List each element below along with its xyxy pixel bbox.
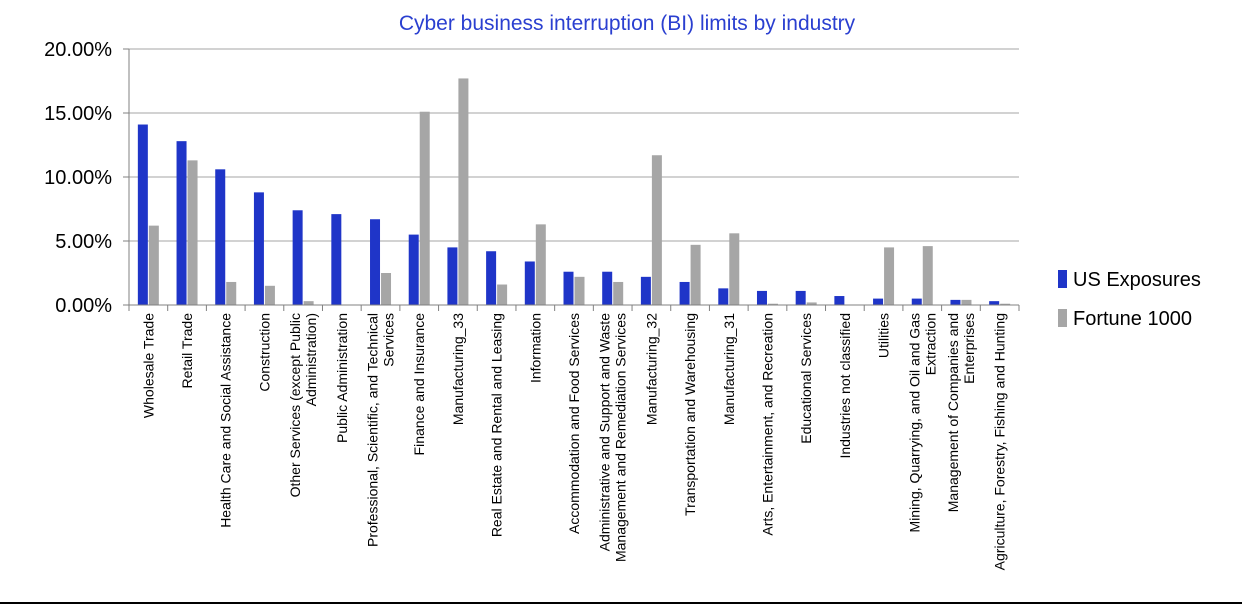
y-tick-label: 0.00% — [55, 295, 112, 317]
x-category-label: Manufacturing_33 — [450, 313, 466, 425]
x-category-label: Manufacturing_31 — [721, 313, 737, 425]
y-tick-label: 20.00% — [44, 39, 112, 61]
bar-fortune-1000 — [613, 281, 624, 305]
bar-us-exposures — [679, 281, 690, 305]
bar-us-exposures — [718, 288, 729, 305]
bar-fortune-1000 — [922, 246, 933, 305]
legend-swatch — [1058, 270, 1067, 288]
bar-us-exposures — [292, 210, 303, 305]
bar-fortune-1000 — [729, 233, 740, 305]
legend-label: Fortune 1000 — [1073, 308, 1192, 330]
bar-fortune-1000 — [806, 302, 817, 305]
bar-us-exposures — [215, 169, 226, 305]
bar-fortune-1000 — [226, 281, 237, 305]
x-category-label: Administration) — [303, 313, 319, 406]
bar-us-exposures — [253, 192, 264, 305]
bar-fortune-1000 — [961, 299, 972, 305]
bar-fortune-1000 — [264, 285, 275, 305]
x-category-label: Construction — [256, 313, 272, 392]
x-category-label: Public Administration — [334, 313, 350, 443]
bar-fortune-1000 — [690, 244, 701, 305]
legend-label: US Exposures — [1073, 269, 1201, 291]
bar-us-exposures — [408, 234, 419, 305]
bar-fortune-1000 — [535, 224, 546, 305]
x-category-label: Management of Companies and — [945, 313, 961, 512]
bar-fortune-1000 — [884, 247, 895, 305]
x-category-label: Transportation and Warehousing — [682, 313, 698, 516]
bar-us-exposures — [563, 271, 574, 305]
bar-us-exposures — [873, 298, 884, 305]
x-axis-category-labels: Wholesale Trade Retail Trade Health Care a… — [140, 313, 1007, 571]
bar-us-exposures — [834, 296, 845, 305]
x-category-label: Services — [381, 313, 397, 367]
x-category-label: Health Care and Social Assistance — [218, 313, 234, 528]
bar-fortune-1000 — [419, 111, 430, 305]
x-category-label: Information — [527, 313, 543, 383]
bar-fortune-1000 — [1000, 303, 1011, 305]
bar-us-exposures — [137, 124, 148, 306]
bar-us-exposures — [795, 290, 806, 305]
x-category-label: Wholesale Trade — [140, 313, 156, 418]
y-tick-label: 15.00% — [44, 103, 112, 125]
bar-us-exposures — [447, 247, 458, 305]
bar-fortune-1000 — [458, 78, 469, 305]
bar-us-exposures — [756, 290, 767, 305]
x-category-label: Enterprises — [961, 313, 977, 384]
x-category-label: Utilities — [876, 313, 892, 358]
x-category-label: Real Estate and Rental and Leasing — [489, 313, 505, 537]
bar-us-exposures — [486, 251, 497, 305]
bar-fortune-1000 — [148, 225, 159, 305]
y-axis-tick-labels: 0.00% 5.00% 10.00% 15.00% 20.00% — [44, 39, 112, 317]
x-category-label: Arts, Entertainment, and Recreation — [759, 313, 775, 536]
x-category-label: Extraction — [922, 313, 938, 375]
x-category-label: Mining, Quarrying, and Oil and Gas — [906, 313, 922, 532]
bar-fortune-1000 — [381, 273, 392, 305]
bar-us-exposures — [640, 276, 651, 305]
bar-us-exposures — [911, 298, 922, 305]
bar-us-exposures — [370, 219, 381, 305]
bar-fortune-1000 — [767, 303, 778, 305]
bar-fortune-1000 — [497, 284, 508, 305]
x-category-label: Other Services (except Public — [287, 313, 303, 497]
axes — [128, 49, 1020, 311]
x-category-label: Professional, Scientific, and Technical — [365, 313, 381, 547]
x-category-label: Finance and Insurance — [411, 313, 427, 456]
x-category-label: Manufacturing_32 — [643, 313, 659, 425]
x-category-label: Accommodation and Food Services — [566, 313, 582, 534]
x-category-label: Management and Remediation Services — [613, 313, 629, 562]
x-category-label: Educational Services — [798, 313, 814, 444]
legend: US Exposures Fortune 1000 — [1058, 269, 1201, 330]
y-tick-label: 10.00% — [44, 167, 112, 189]
bar-us-exposures — [524, 261, 535, 305]
bar-us-exposures — [602, 271, 613, 305]
bar-us-exposures — [989, 301, 1000, 305]
x-category-label: Administrative and Support and Waste — [597, 313, 613, 552]
bar-fortune-1000 — [574, 276, 585, 305]
bars — [137, 78, 1011, 306]
y-tick-label: 5.00% — [55, 231, 112, 253]
x-category-label: Agriculture, Forestry, Fishing and Hunti… — [992, 313, 1008, 570]
chart-title: Cyber business interruption (BI) limits … — [399, 12, 856, 35]
bar-fortune-1000 — [651, 155, 662, 305]
bar-us-exposures — [176, 141, 187, 305]
x-category-label: Retail Trade — [179, 313, 195, 389]
bar-fortune-1000 — [303, 301, 314, 305]
bottom-divider-line — [0, 602, 1242, 604]
bar-fortune-1000 — [187, 160, 198, 305]
bar-us-exposures — [950, 299, 961, 305]
x-category-label: Industries not classified — [837, 313, 853, 459]
legend-swatch — [1058, 309, 1067, 327]
bar-us-exposures — [331, 214, 342, 305]
